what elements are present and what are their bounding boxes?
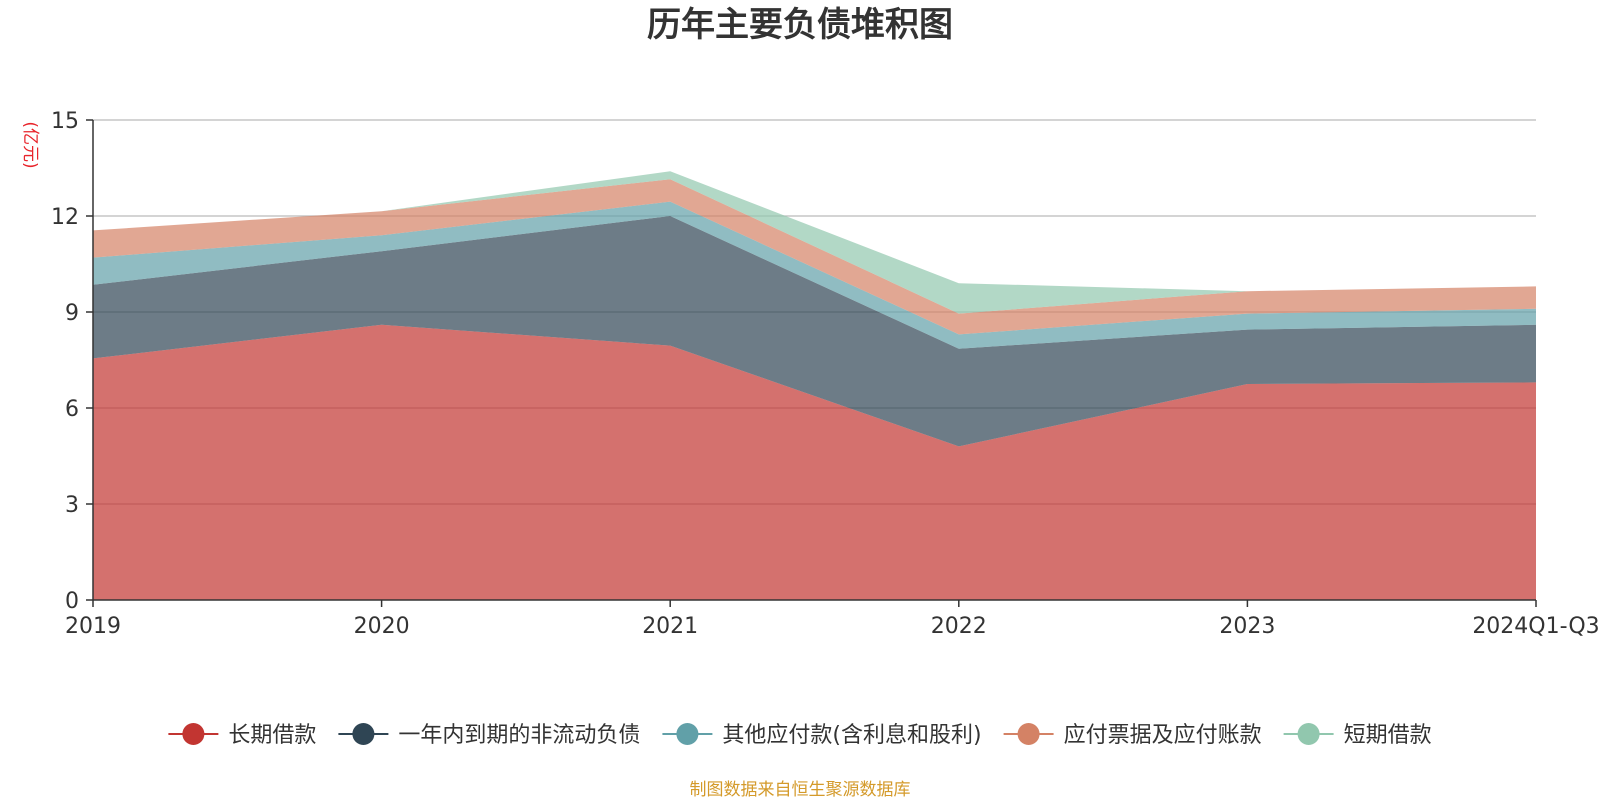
y-axis-unit-label: (亿元) [20,121,40,168]
y-tick-label: 3 [65,493,79,518]
legend-item-0[interactable]: 长期借款 [168,723,316,748]
x-tick-label: 2024Q1-Q3 [1472,614,1599,639]
x-tick-label: 2022 [931,614,987,639]
x-tick-label: 2020 [354,614,410,639]
y-tick-label: 12 [51,205,79,230]
legend-item-2[interactable]: 其他应付款(含利息和股利) [662,723,982,748]
legend-label: 一年内到期的非流动负债 [398,723,640,748]
area-series-1[interactable] [93,216,1536,447]
legend-item-1[interactable]: 一年内到期的非流动负债 [338,723,640,748]
chart-title: 历年主要负债堆积图 [647,5,953,45]
stacked-areas [93,171,1536,600]
legend-dot-icon [1017,723,1040,745]
legend-dot-icon [1297,723,1320,745]
legend-label: 应付票据及应付账款 [1064,723,1262,748]
source-note: 制图数据来自恒生聚源数据库 [690,780,911,800]
legend-label: 其他应付款(含利息和股利) [722,723,981,748]
y-ticks: 0 3 6 9 12 15 [51,109,93,614]
legend-dot-icon [352,723,375,745]
axes [92,120,1536,601]
x-ticks: 2019 2020 2021 2022 2023 2024Q1-Q3 [65,600,1600,639]
x-tick-label: 2019 [65,614,121,639]
legend[interactable]: 长期借款 一年内到期的非流动负债 其他应付款(含利息和股利) 应付票据及应付账款 短期借… [168,723,1432,748]
y-tick-label: 9 [65,301,79,326]
area-series-4[interactable] [93,171,1536,314]
y-tick-label: 15 [51,109,79,134]
legend-label: 短期借款 [1344,723,1432,748]
area-series-2[interactable] [93,201,1536,349]
x-tick-label: 2021 [642,614,698,639]
area-series-0[interactable] [93,324,1536,600]
y-tick-label: 0 [65,589,79,614]
legend-dot-icon [182,723,205,745]
legend-item-3[interactable]: 应付票据及应付账款 [1003,723,1262,748]
legend-item-4[interactable]: 短期借款 [1283,723,1432,748]
y-tick-label: 6 [65,397,79,422]
x-tick-label: 2023 [1219,614,1275,639]
legend-dot-icon [676,723,699,745]
area-series-3[interactable] [93,179,1536,335]
legend-label: 长期借款 [228,723,316,748]
